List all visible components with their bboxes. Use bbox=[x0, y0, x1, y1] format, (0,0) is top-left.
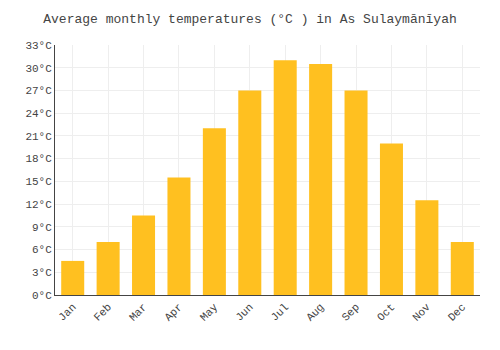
svg-text:18°C: 18°C bbox=[25, 153, 52, 165]
svg-text:Sep: Sep bbox=[340, 301, 362, 323]
svg-text:Apr: Apr bbox=[162, 301, 184, 323]
svg-text:12°C: 12°C bbox=[25, 199, 52, 211]
svg-text:9°C: 9°C bbox=[32, 222, 52, 234]
svg-text:Jul: Jul bbox=[269, 301, 291, 323]
svg-text:Dec: Dec bbox=[446, 301, 468, 323]
svg-text:May: May bbox=[198, 301, 221, 324]
svg-text:Jan: Jan bbox=[56, 301, 78, 323]
svg-text:Average monthly temperatures (: Average monthly temperatures (°C ) in As… bbox=[43, 12, 456, 27]
svg-text:15°C: 15°C bbox=[25, 176, 52, 188]
svg-text:Jun: Jun bbox=[233, 301, 255, 323]
svg-text:Mar: Mar bbox=[127, 301, 149, 323]
svg-text:27°C: 27°C bbox=[25, 85, 52, 97]
svg-text:0°C: 0°C bbox=[32, 290, 52, 302]
svg-text:6°C: 6°C bbox=[32, 244, 52, 256]
svg-text:Oct: Oct bbox=[375, 301, 397, 323]
svg-text:3°C: 3°C bbox=[32, 267, 52, 279]
svg-text:30°C: 30°C bbox=[25, 63, 52, 75]
svg-text:21°C: 21°C bbox=[25, 131, 52, 143]
svg-text:Aug: Aug bbox=[304, 301, 326, 323]
svg-text:Feb: Feb bbox=[92, 301, 114, 323]
svg-text:33°C: 33°C bbox=[25, 40, 52, 52]
svg-text:Nov: Nov bbox=[410, 301, 433, 324]
svg-text:24°C: 24°C bbox=[25, 108, 52, 120]
